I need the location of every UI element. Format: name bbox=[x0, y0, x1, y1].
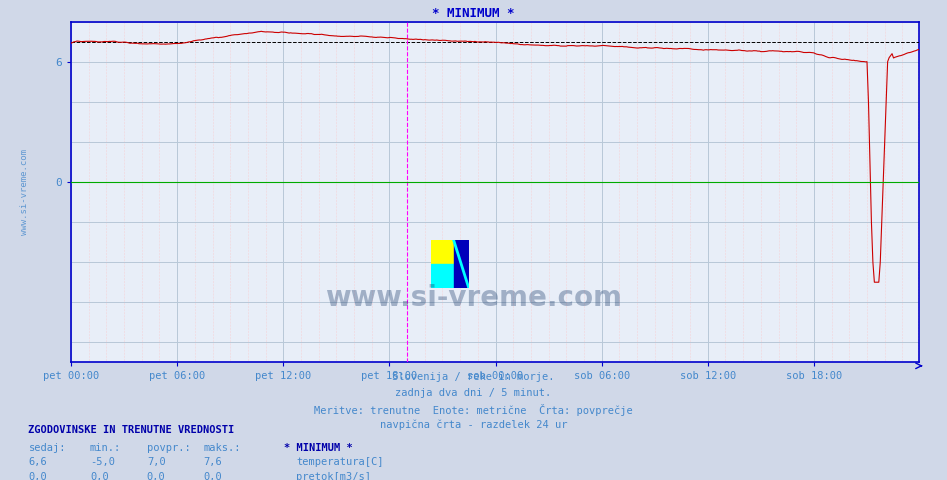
Text: povpr.:: povpr.: bbox=[147, 443, 190, 453]
Text: 0,0: 0,0 bbox=[28, 472, 47, 480]
Text: * MINIMUM *: * MINIMUM * bbox=[432, 7, 515, 20]
Text: 0,0: 0,0 bbox=[204, 472, 223, 480]
Text: 6,6: 6,6 bbox=[28, 457, 47, 468]
Text: min.:: min.: bbox=[90, 443, 121, 453]
Text: temperatura[C]: temperatura[C] bbox=[296, 457, 384, 468]
Text: sedaj:: sedaj: bbox=[28, 443, 66, 453]
Text: maks.:: maks.: bbox=[204, 443, 241, 453]
Text: navpična črta - razdelek 24 ur: navpična črta - razdelek 24 ur bbox=[380, 420, 567, 430]
Text: 7,6: 7,6 bbox=[204, 457, 223, 468]
Text: 0,0: 0,0 bbox=[90, 472, 109, 480]
Bar bbox=[454, 240, 469, 288]
Bar bbox=[431, 264, 454, 288]
Text: www.si-vreme.com: www.si-vreme.com bbox=[325, 284, 622, 312]
Text: www.si-vreme.com: www.si-vreme.com bbox=[20, 149, 29, 235]
Text: ZGODOVINSKE IN TRENUTNE VREDNOSTI: ZGODOVINSKE IN TRENUTNE VREDNOSTI bbox=[28, 425, 235, 435]
Text: 0,0: 0,0 bbox=[147, 472, 166, 480]
Text: 7,0: 7,0 bbox=[147, 457, 166, 468]
Text: -5,0: -5,0 bbox=[90, 457, 115, 468]
Text: zadnja dva dni / 5 minut.: zadnja dva dni / 5 minut. bbox=[396, 388, 551, 398]
Text: * MINIMUM *: * MINIMUM * bbox=[284, 443, 353, 453]
Text: pretok[m3/s]: pretok[m3/s] bbox=[296, 472, 371, 480]
Text: Meritve: trenutne  Enote: metrične  Črta: povprečje: Meritve: trenutne Enote: metrične Črta: … bbox=[314, 404, 633, 416]
Text: Slovenija / reke in morje.: Slovenija / reke in morje. bbox=[392, 372, 555, 382]
Bar bbox=[431, 240, 454, 264]
